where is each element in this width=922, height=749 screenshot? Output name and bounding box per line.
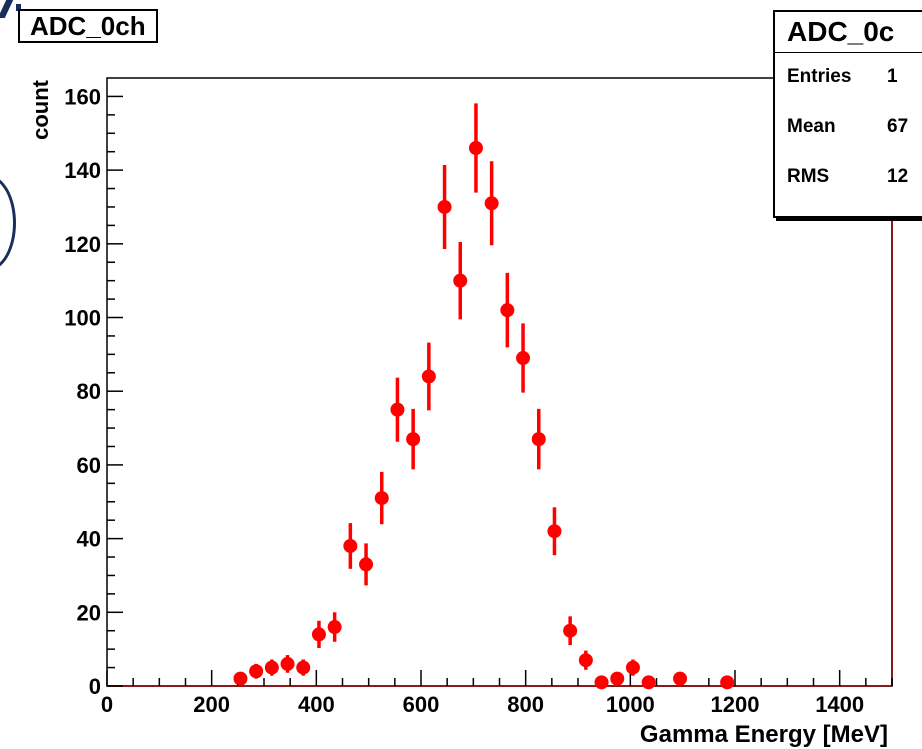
y-tick-label: 40	[77, 527, 101, 552]
stats-label: Entries	[787, 66, 852, 87]
data-point	[673, 671, 688, 686]
data-point	[468, 141, 483, 156]
stats-value: 1	[887, 66, 898, 87]
data-point	[563, 623, 578, 638]
x-tick-label: 600	[403, 692, 440, 717]
x-tick-label: 1200	[711, 692, 760, 717]
stats-title: ADC_0c	[775, 12, 922, 53]
data-points	[233, 103, 735, 690]
data-point	[390, 402, 405, 417]
stats-value: 67	[887, 116, 909, 137]
data-point	[720, 675, 735, 690]
data-point	[296, 660, 311, 675]
stats-label: Mean	[787, 116, 836, 137]
y-tick-label: 20	[77, 600, 101, 625]
x-tick-label: 200	[193, 692, 230, 717]
data-point	[343, 538, 358, 553]
y-tick-label: 120	[64, 232, 101, 257]
y-tick-label: 60	[77, 453, 101, 478]
data-point	[421, 369, 436, 384]
data-point	[264, 660, 279, 675]
y-tick-label: 80	[77, 379, 101, 404]
stats-box: ADC_0c Entries 1 Mean 67 RMS 12	[773, 10, 922, 218]
data-point	[578, 653, 593, 668]
data-point	[594, 675, 609, 690]
x-tick-label: 1000	[606, 692, 655, 717]
data-point	[516, 351, 531, 366]
data-point	[453, 273, 468, 288]
data-point	[625, 660, 640, 675]
stats-row-mean: Mean 67	[775, 103, 922, 153]
data-point	[374, 491, 389, 506]
y-tick-label: 100	[64, 306, 101, 331]
x-axis-label: Gamma Energy [MeV]	[640, 721, 888, 748]
stats-value: 12	[887, 166, 909, 187]
data-point	[610, 671, 625, 686]
axes: 0 200 400 600 800 1000 1200 1400 0 20 40 60 80 100 120…	[64, 77, 893, 717]
y-tick-label: 0	[89, 674, 101, 699]
x-tick-label: 400	[298, 692, 335, 717]
stats-label: RMS	[787, 166, 830, 187]
data-point	[406, 432, 421, 447]
x-tick-label: 0	[101, 692, 113, 717]
y-tick-label: 140	[64, 158, 101, 183]
data-point	[641, 675, 656, 690]
stats-row-entries: Entries 1	[775, 53, 922, 103]
data-point	[280, 656, 295, 671]
histogram-title: ADC_0ch	[18, 9, 158, 43]
data-point	[327, 620, 342, 635]
y-tick-label: 160	[64, 84, 101, 109]
data-point	[359, 557, 374, 572]
data-point	[531, 432, 546, 447]
data-point	[484, 196, 499, 211]
stats-row-rms: RMS 12	[775, 153, 922, 203]
x-tick-label: 800	[507, 692, 544, 717]
data-point	[437, 199, 452, 214]
data-point	[500, 303, 515, 318]
data-point	[249, 664, 264, 679]
decorative-dot	[16, 4, 21, 11]
data-point	[233, 671, 248, 686]
data-point	[547, 524, 562, 539]
x-tick-label: 1400	[815, 692, 864, 717]
y-axis-label: count	[28, 79, 53, 140]
data-point	[311, 627, 326, 642]
